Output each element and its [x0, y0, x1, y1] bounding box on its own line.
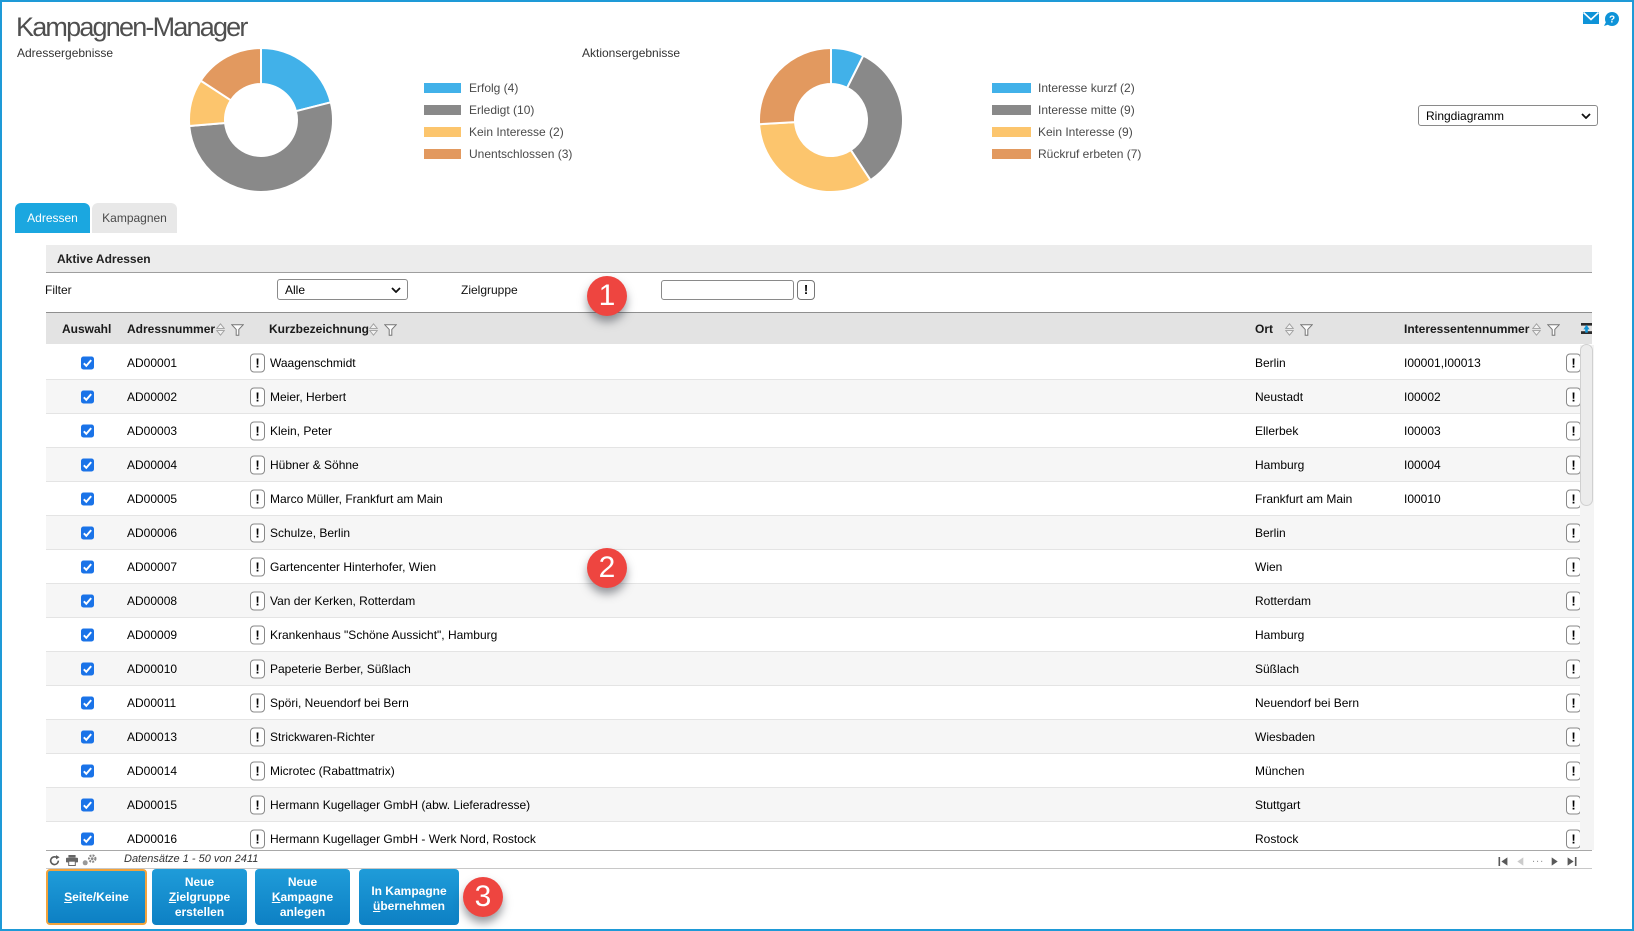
svg-text:?: ? [1609, 15, 1615, 26]
